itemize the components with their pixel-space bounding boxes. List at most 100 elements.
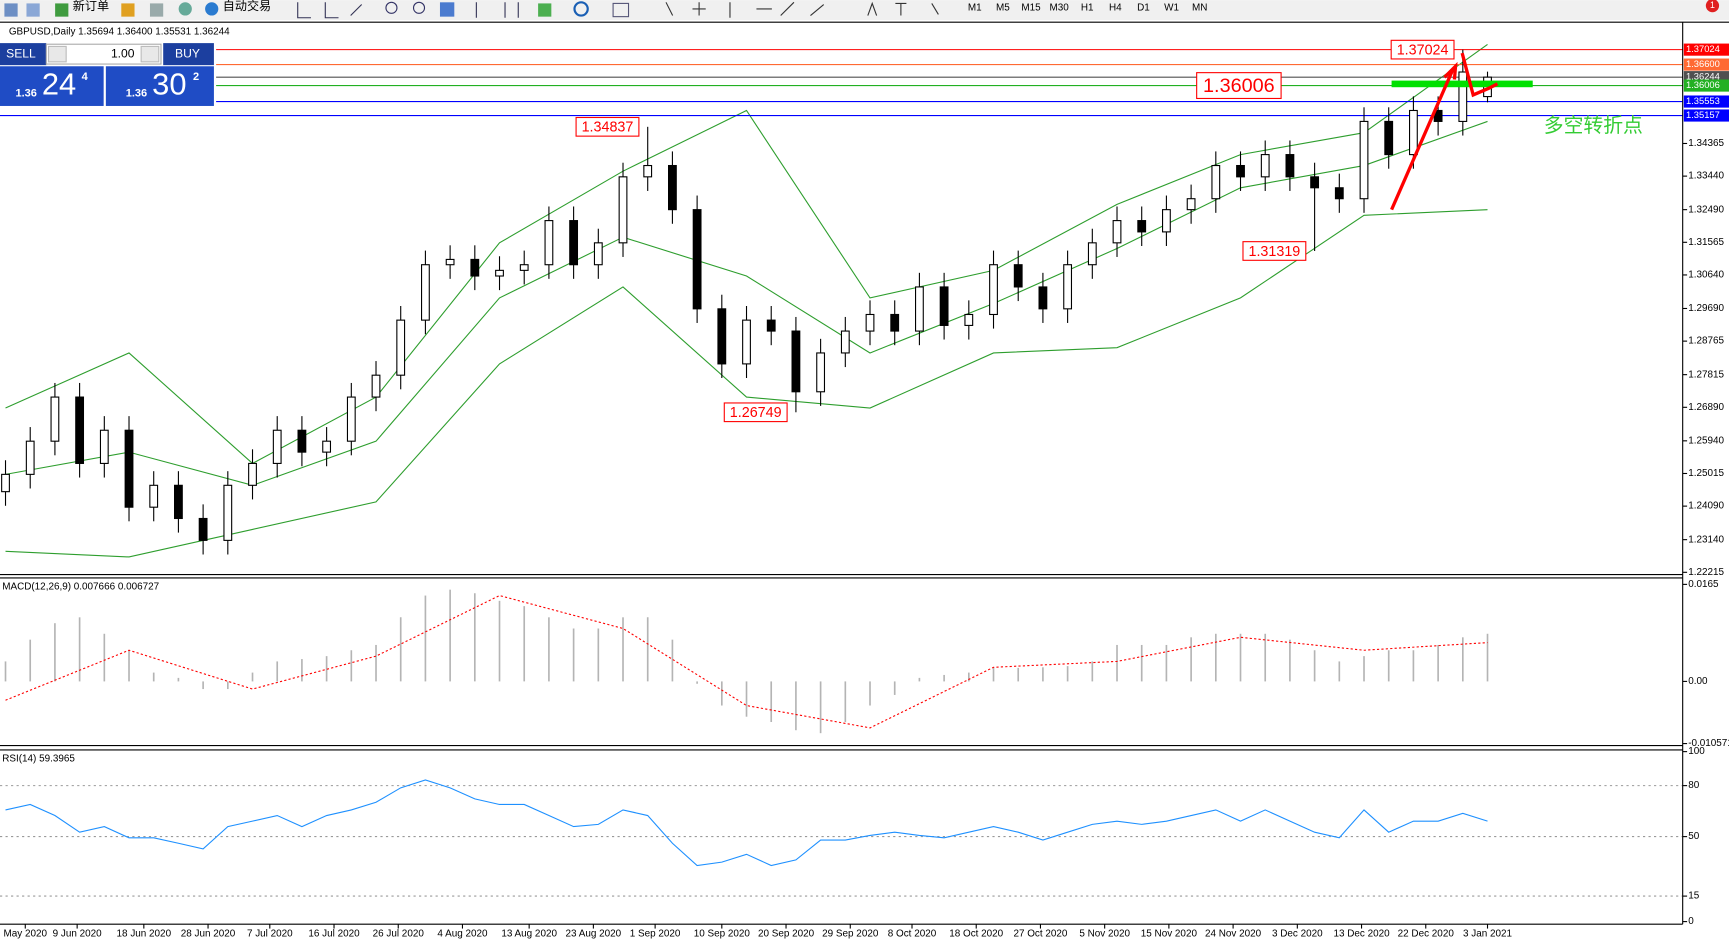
icon[interactable] [297,2,363,19]
timeframe-button[interactable]: H4 [1109,2,1122,13]
x-tick-label: 9 Jun 2020 [53,929,103,940]
candle-body [322,440,332,453]
y-tick-label: 1.28765 [1688,336,1724,347]
x-tick-label: 22 Dec 2020 [1398,929,1455,940]
lot-up[interactable] [140,45,160,63]
timeframe-button[interactable]: W1 [1164,2,1179,13]
panel-frames [0,21,1729,925]
toolbar-bg [0,0,1729,20]
candle-body [791,330,801,393]
buy-price-box[interactable] [105,66,214,106]
timeframe-button[interactable]: D1 [1137,2,1150,13]
sell-fraction: 4 [82,71,89,83]
buy-prefix: 1.36 [126,88,147,100]
toolbar: 新订单 自动交易 M1 M5 M15 M30 H1 H4 D1 W1 MN 1 [0,0,1729,20]
icon[interactable] [412,1,426,14]
icon[interactable] [121,3,135,17]
pivot-bar[interactable] [1391,80,1533,88]
lot-value: 1.00 [111,46,135,60]
icon[interactable] [385,1,398,14]
price-level-label: 1.35157 [1686,110,1720,120]
x-tick-label: 13 Aug 2020 [501,929,557,940]
new-order-button[interactable]: 新订单 [73,0,109,13]
buy-pips: 30 [152,66,186,101]
timeframe-button[interactable]: M1 [968,2,982,13]
candle-body [1013,264,1023,288]
candle-body [223,484,233,541]
candle-body [1137,220,1147,233]
y-tick-label: 1.24090 [1688,501,1724,512]
zigzag[interactable] [1460,52,1499,98]
bollinger-lower [5,209,1488,558]
icon[interactable] [439,2,455,17]
annotation-box [1242,241,1307,261]
x-tick-label: 18 Oct 2020 [949,929,1003,940]
timeframe-button[interactable]: M30 [1049,2,1069,13]
candle-body [939,286,949,326]
candle-body [124,429,134,508]
icon[interactable] [26,3,40,17]
x-tick-label: 18 Jun 2020 [117,929,172,940]
candle-body [717,308,727,365]
icon[interactable] [475,2,519,18]
sell-price-box[interactable] [0,66,104,106]
candle-body [742,319,751,365]
x-tick-label: 16 Jul 2020 [308,929,360,940]
buy-button[interactable] [163,43,214,66]
indicator-title: RSI(14) 59.3965 [2,753,75,764]
annotation-box [723,402,788,423]
annotation-label: 1.37024 [1397,43,1449,59]
y-tick-label: 1.30640 [1688,270,1724,281]
icon[interactable] [55,3,69,17]
lot-input[interactable] [45,43,162,65]
alert-count: 1 [1710,0,1715,10]
sell-pips: 24 [42,66,76,101]
candle-body [272,429,282,464]
x-tick-label: 27 Oct 2020 [1013,929,1067,940]
candle-body [840,330,850,354]
y-tick-label: 0.00 [1688,676,1708,687]
candle-body [643,164,653,178]
icon[interactable] [612,2,630,18]
sell-button[interactable] [0,43,47,66]
timeframe-button[interactable]: M15 [1021,2,1041,13]
x-tick-label: 10 Sep 2020 [694,929,751,940]
x-tick-label: May 2020 [4,929,48,940]
timeframe-button[interactable]: H1 [1081,2,1094,13]
x-tick-label: 28 Jun 2020 [181,929,236,940]
y-tick-label: 0.0165 [1688,579,1719,590]
price-level-label: 1.35553 [1686,96,1720,106]
candle-body [1236,164,1245,178]
candle-body [890,313,900,332]
icon[interactable] [665,1,825,18]
icon[interactable] [867,1,939,16]
price-level-tag [1683,79,1729,92]
alert-badge[interactable] [1705,0,1720,13]
icon[interactable] [205,2,219,16]
annotation-label: 1.31319 [1248,244,1300,260]
icon[interactable] [149,3,164,17]
icon[interactable] [4,3,18,17]
trend-arrow[interactable] [1390,67,1455,211]
x-tick-label: 1 Sep 2020 [630,929,681,940]
candle-body [248,462,257,486]
auto-trading-button[interactable]: 自动交易 [223,0,271,13]
lot-down[interactable] [47,45,67,63]
candle-body [1458,71,1468,122]
candle-body [1334,187,1344,200]
candle-body [174,484,183,520]
annotation-box [1390,39,1455,60]
x-tick-label: 5 Nov 2020 [1079,929,1130,940]
icon[interactable] [178,2,192,16]
indicator-title: MACD(12,26,9) 0.007666 0.006727 [2,581,159,592]
icon[interactable] [538,3,552,17]
y-tick-label: 1.25940 [1688,435,1724,446]
timeframe-button[interactable]: MN [1192,2,1207,13]
candle-body [964,313,974,326]
icon[interactable] [573,1,589,17]
price-level-label: 1.37024 [1686,44,1720,54]
timeframe-button[interactable]: M5 [996,2,1010,13]
x-tick-label: 8 Oct 2020 [888,929,937,940]
